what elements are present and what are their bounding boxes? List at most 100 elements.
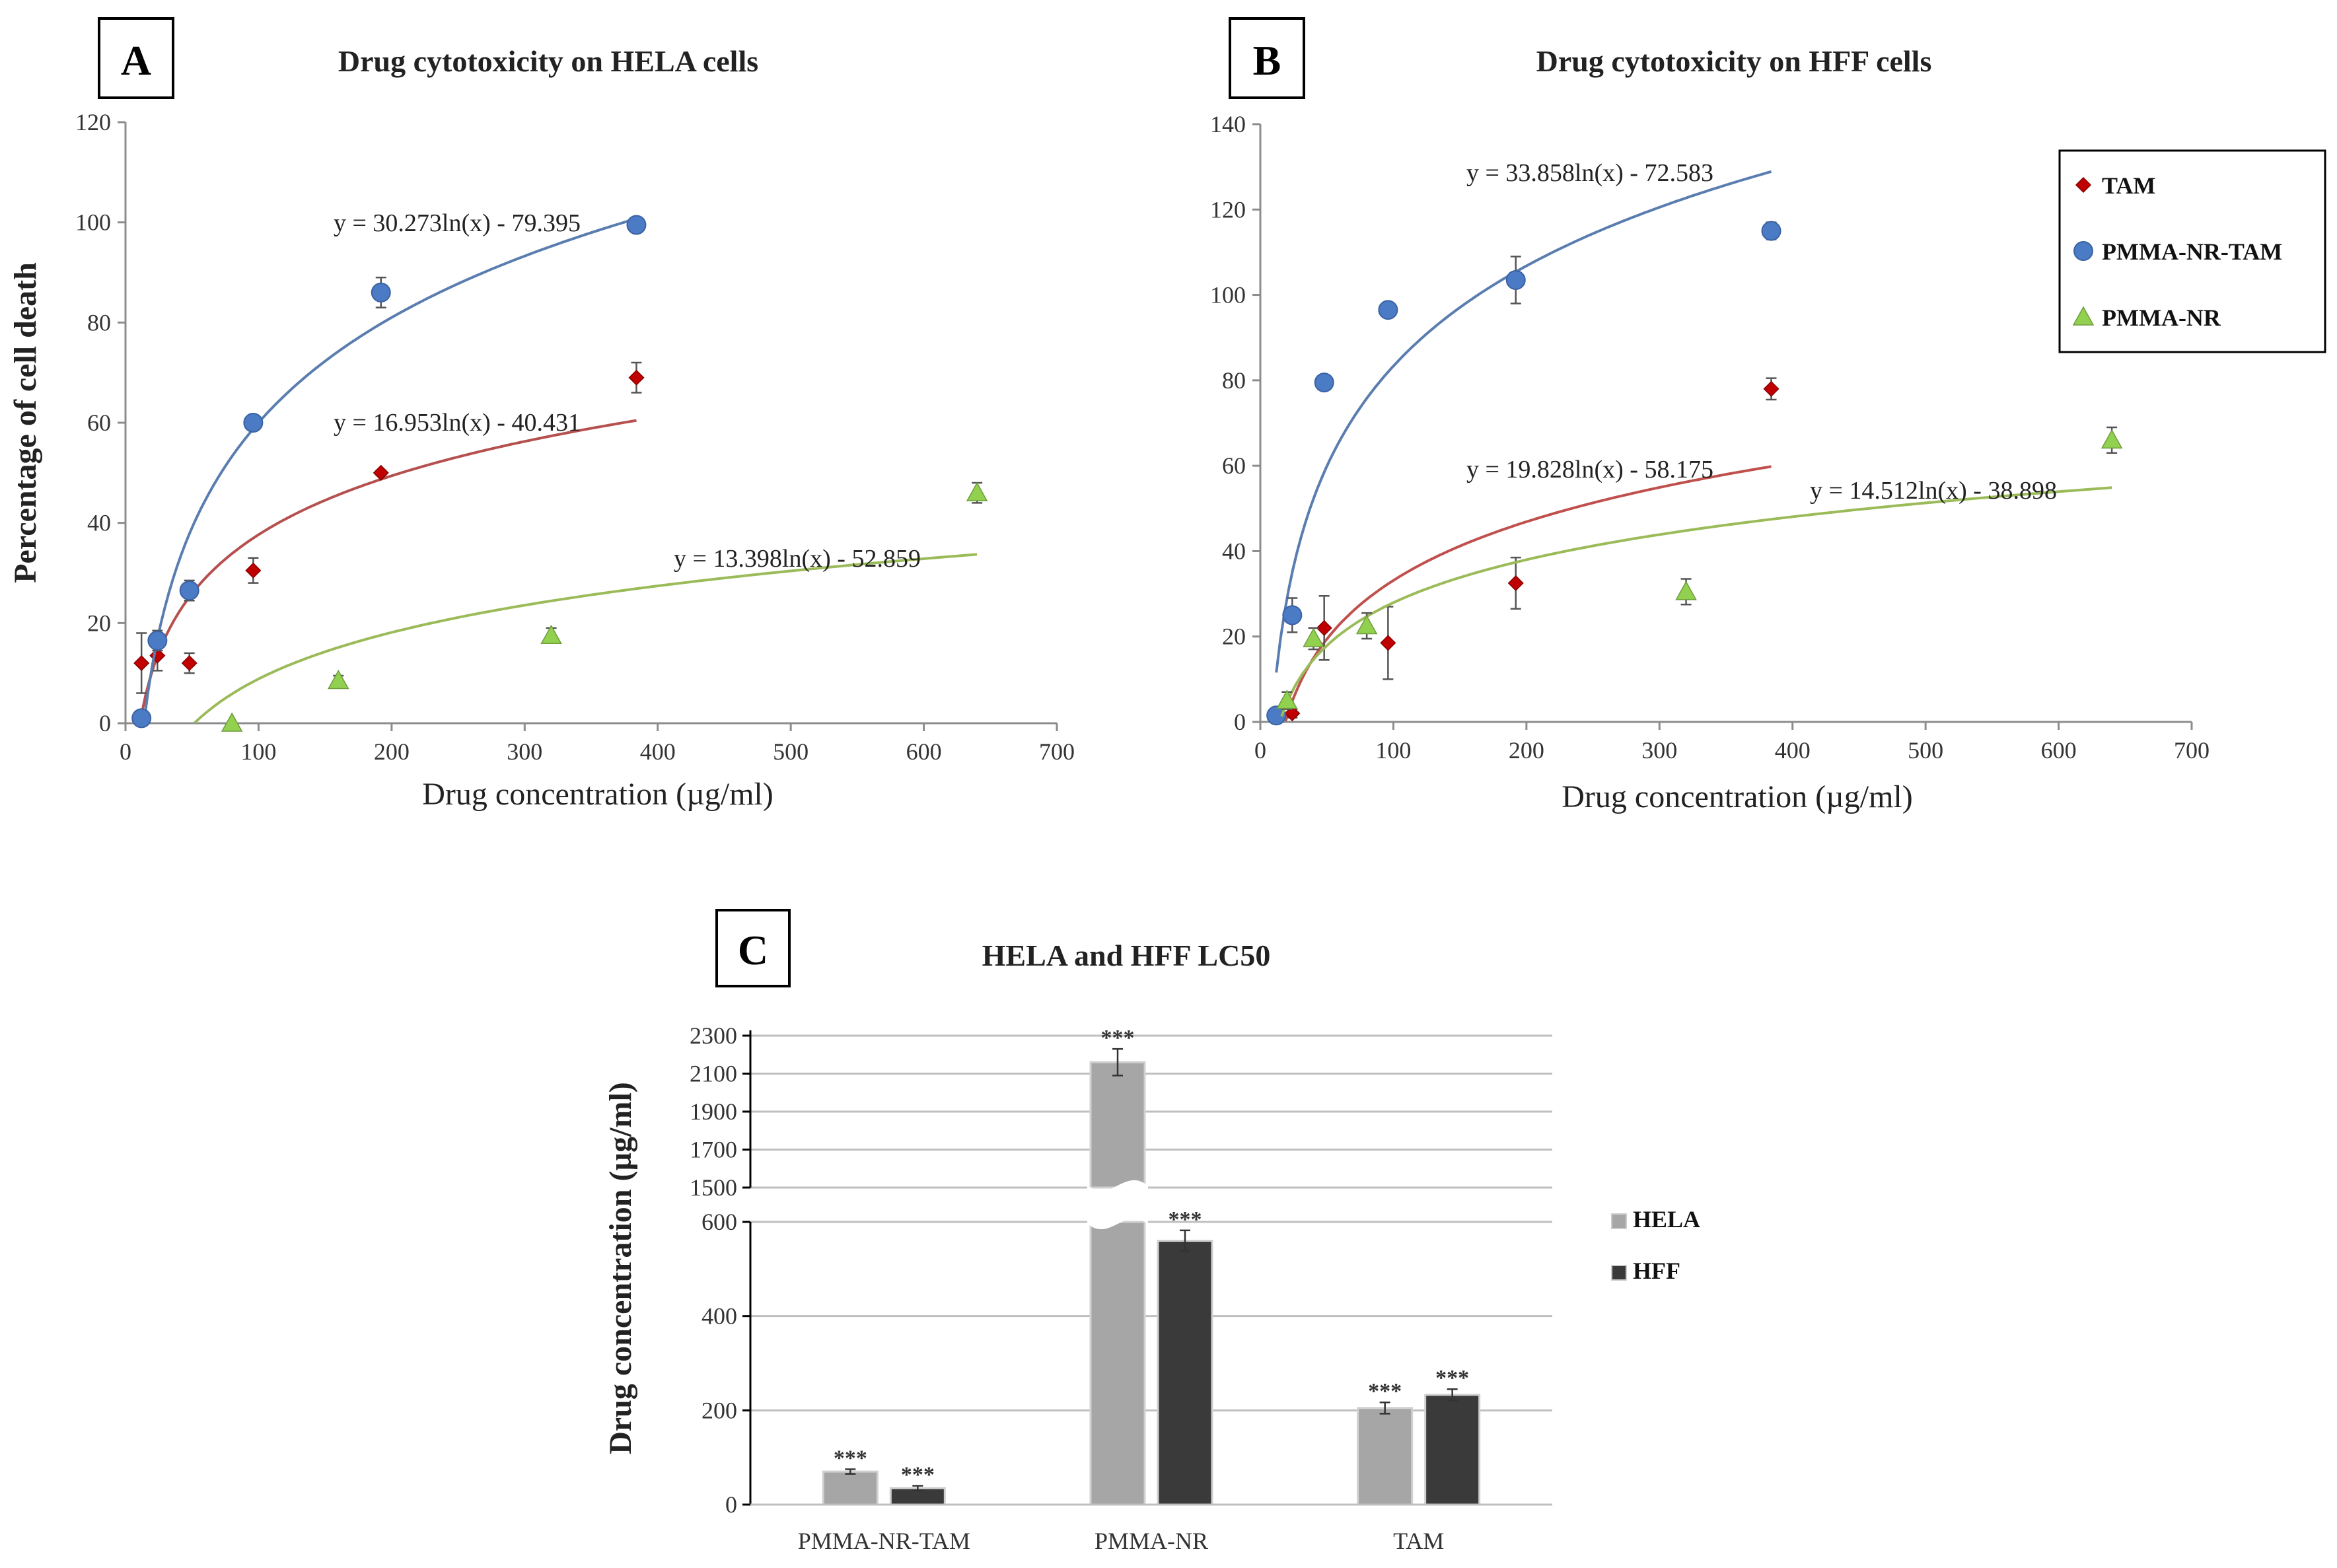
y-tick-label-A: 80 [87,309,111,336]
y-tick-label-B: 60 [1222,452,1246,479]
y-tick-label-lower: 200 [701,1397,737,1423]
data-point-B-PMMA-NR-TAM [1266,705,1287,726]
data-point-B-TAM [1380,635,1396,651]
y-tick-label-upper: 2300 [690,1022,737,1049]
significance-label: *** [1435,1366,1469,1390]
significance-label: *** [834,1446,867,1471]
data-point-B-TAM [1763,380,1780,397]
panel-label-box-A [98,17,174,99]
trendline-A-PMMA-NR [194,553,978,724]
legend-label-HFF: HFF [1633,1258,1680,1284]
trendline-B-PMMA-NR [1280,486,2112,717]
axis-break-mark [1087,1180,1148,1230]
legend-swatch-HFF [1611,1265,1627,1281]
y-tick-label-lower: 600 [701,1209,737,1235]
x-tick-label-B: 100 [1375,737,1411,764]
y-tick-label-A: 40 [87,510,111,536]
data-point-B-PMMA-NR [2101,429,2123,449]
chart-title-B: Drug cytotoxicity on HFF cells [1536,44,1932,78]
trendline-equation-A-PMMA-NR: y = 13.398ln(x) - 52.859 [674,545,921,573]
x-tick-label-B: 400 [1775,737,1811,764]
trendline-equation-A-TAM: y = 16.953ln(x) - 40.431 [334,409,581,437]
x-tick-label-B: 200 [1509,737,1544,764]
legend-label-PMMA-NR-TAM: PMMA-NR-TAM [2102,238,2282,265]
y-tick-label-A: 20 [87,610,111,636]
data-point-A-PMMA-NR-TAM [243,413,264,433]
significance-label: *** [1368,1379,1402,1404]
data-point-A-PMMA-NR-TAM [626,215,647,235]
y-tick-label-B: 20 [1222,624,1246,650]
data-point-B-PMMA-NR-TAM [1314,373,1334,393]
data-point-A-PMMA-NR-TAM [131,708,152,729]
trendline-equation-B-TAM: y = 19.828ln(x) - 58.175 [1466,456,1713,483]
panel-label-box-B [1229,17,1305,99]
trendline-A-TAM [140,419,637,715]
x-axis-label-A: Drug concentration (µg/ml) [422,777,773,812]
bar-HFF-PMMA-NR [1157,1240,1213,1506]
bar-HELA-TAM [1357,1407,1414,1506]
x-tick-label-B: 600 [2041,737,2077,764]
bar-HELA-PMMA-NR-TAM [822,1470,879,1506]
y-tick-label-B: 0 [1234,709,1246,735]
data-point-B-PMMA-NR-TAM [1378,300,1398,320]
data-point-A-PMMA-NR-TAM [371,282,391,303]
data-point-B-PMMA-NR-TAM [1505,269,1526,290]
panel-label-A: A [121,37,151,84]
category-label: PMMA-NR-TAM [798,1528,970,1554]
panel-label-B: B [1253,37,1281,84]
data-point-A-TAM [133,655,150,672]
data-point-A-TAM [181,655,198,672]
legend-swatch-HELA [1611,1213,1627,1229]
legend-label-HELA: HELA [1633,1206,1700,1232]
x-tick-label-B: 300 [1641,737,1677,764]
legend-marker-TAM [2075,176,2092,194]
x-tick-label-A: 300 [507,738,542,765]
x-tick-label-B: 0 [1254,737,1266,764]
significance-label: *** [1168,1207,1202,1232]
trendline-A-PMMA-NR-TAM [143,217,637,721]
y-tick-label-lower: 0 [725,1491,737,1518]
trendline-equation-B-PMMA-NR-TAM: y = 33.858ln(x) - 72.583 [1466,159,1713,187]
y-tick-label-B: 100 [1210,282,1246,308]
data-point-A-PMMA-NR [328,669,349,690]
chart-title-A: Drug cytotoxicity on HELA cells [338,44,758,78]
data-point-A-TAM [245,562,262,579]
category-label: TAM [1393,1528,1444,1554]
y-tick-label-B: 40 [1222,538,1246,564]
x-tick-label-A: 500 [773,738,809,765]
bar-HFF-TAM [1424,1394,1481,1506]
y-tick-label-B: 80 [1222,367,1246,394]
x-tick-label-A: 200 [374,738,410,765]
y-tick-label-upper: 1700 [690,1137,737,1163]
data-point-B-PMMA-NR [1276,690,1298,709]
data-point-B-PMMA-NR [1355,615,1378,635]
y-tick-label-B: 120 [1210,196,1246,223]
data-point-A-PMMA-NR [221,712,243,732]
data-point-B-PMMA-NR [1303,627,1324,647]
bar-HELA-PMMA-NR-lower [1089,1221,1146,1506]
y-tick-label-upper: 1500 [690,1174,737,1201]
trendline-B-PMMA-NR-TAM [1275,170,1772,673]
significance-label: *** [1101,1026,1135,1050]
data-point-B-TAM [1507,575,1524,591]
data-point-A-PMMA-NR-TAM [147,630,168,651]
y-axis-label-A: Percentage of cell death [8,262,43,583]
y-tick-label-B: 140 [1210,111,1246,137]
panel-label-box-C [715,909,791,987]
y-tick-label-A: 100 [75,209,111,236]
x-tick-label-A: 600 [906,738,942,765]
y-axis-label-C: Drug concentration (µg/ml) [603,1082,638,1454]
bar-HELA-PMMA-NR-upper [1089,1061,1146,1189]
data-point-A-TAM [628,369,645,386]
category-label: PMMA-NR [1095,1528,1208,1554]
data-point-A-TAM [373,464,389,481]
data-point-A-PMMA-NR [966,481,988,501]
x-tick-label-A: 100 [240,738,276,765]
y-tick-label-upper: 1900 [690,1098,737,1125]
x-tick-label-B: 700 [2174,737,2210,764]
data-point-A-PMMA-NR [540,624,562,645]
data-point-B-PMMA-NR-TAM [1282,605,1303,625]
panel-label-C: C [738,927,768,974]
significance-label: *** [901,1462,935,1487]
